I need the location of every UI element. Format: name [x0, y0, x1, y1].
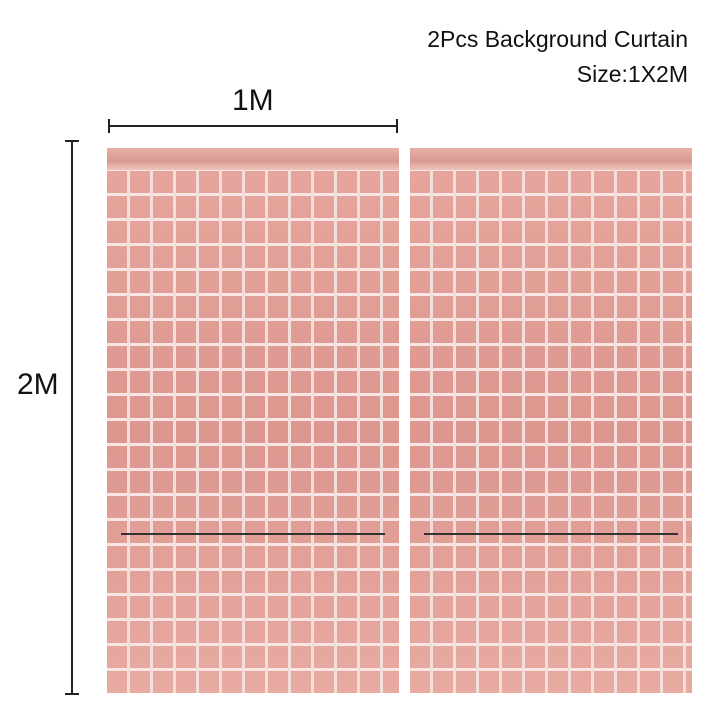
- curtain-header: [107, 148, 399, 170]
- width-dimension-line: [108, 119, 398, 133]
- curtain-seam: [121, 533, 385, 535]
- width-label: 1M: [232, 84, 274, 117]
- curtain-sequins: [107, 170, 399, 693]
- curtain-header: [410, 148, 692, 170]
- height-label: 2M: [17, 368, 59, 401]
- curtain-left: [107, 148, 399, 693]
- curtain-sequins: [410, 170, 692, 693]
- product-title: 2Pcs Background Curtain: [427, 26, 688, 52]
- curtain-right: [410, 148, 692, 693]
- size-label: Size:1X2M: [576, 61, 688, 87]
- height-dimension-line: [65, 140, 79, 695]
- curtain-seam: [424, 533, 678, 535]
